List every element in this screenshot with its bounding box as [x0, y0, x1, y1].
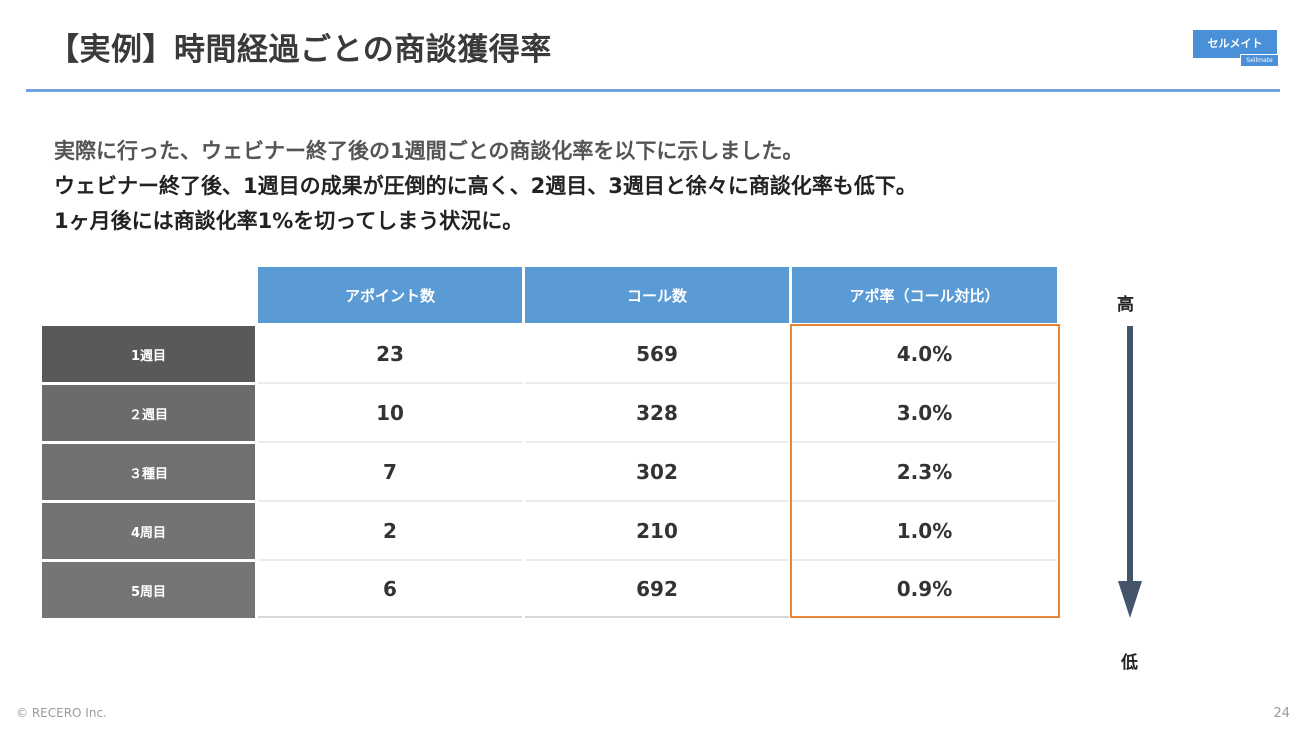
sellmate-logo: セルメイト Sellmate	[1193, 30, 1279, 67]
row-label-week-2: ２週目	[42, 385, 255, 441]
logo-main-text: セルメイト	[1193, 30, 1277, 58]
intro-line-2: ウェビナー終了後、1週目の成果が圧倒的に高く、2週目、3週目と徐々に商談化率も低…	[54, 174, 917, 198]
header-appointment-rate: アポ率（コール対比）	[792, 267, 1057, 323]
logo-sub-text: Sellmate	[1240, 54, 1279, 67]
cell-calls-4: 210	[525, 503, 789, 561]
cell-rate-5: 0.9%	[792, 562, 1057, 618]
cell-appointments-4: 2	[258, 503, 522, 561]
arrow-label-low: 低	[1121, 653, 1138, 673]
cell-calls-2: 328	[525, 385, 789, 443]
header-calls: コール数	[525, 267, 789, 323]
cell-appointments-5: 6	[258, 562, 522, 618]
cell-rate-3: 2.3%	[792, 444, 1057, 502]
cell-appointments-2: 10	[258, 385, 522, 443]
row-label-week-5: 5周目	[42, 562, 255, 618]
cell-calls-3: 302	[525, 444, 789, 502]
intro-text: 実際に行った、ウェビナー終了後の1週間ごとの商談化率を以下に示しました。 ウェビ…	[54, 134, 917, 239]
cell-calls-1: 569	[525, 326, 789, 384]
row-label-week-4: 4周目	[42, 503, 255, 559]
cell-rate-4: 1.0%	[792, 503, 1057, 561]
intro-line-1: 実際に行った、ウェビナー終了後の1週間ごとの商談化率を以下に示しました。	[54, 139, 804, 163]
cell-rate-2: 3.0%	[792, 385, 1057, 443]
cell-rate-1: 4.0%	[792, 326, 1057, 384]
page-number: 24	[1273, 706, 1290, 721]
row-label-week-1: 1週目	[42, 326, 255, 382]
footer-copyright: © RECERO Inc.	[16, 706, 107, 720]
row-label-week-3: ３種目	[42, 444, 255, 500]
cell-appointments-1: 23	[258, 326, 522, 384]
header-appointments: アポイント数	[258, 267, 522, 323]
cell-appointments-3: 7	[258, 444, 522, 502]
downward-arrow-icon	[1118, 326, 1142, 618]
arrow-label-high: 高	[1117, 295, 1134, 315]
slide-title: 【実例】時間経過ごとの商談獲得率	[48, 32, 552, 68]
title-divider	[26, 89, 1280, 92]
intro-line-3: 1ヶ月後には商談化率1%を切ってしまう状況に。	[54, 209, 524, 233]
cell-calls-5: 692	[525, 562, 789, 618]
